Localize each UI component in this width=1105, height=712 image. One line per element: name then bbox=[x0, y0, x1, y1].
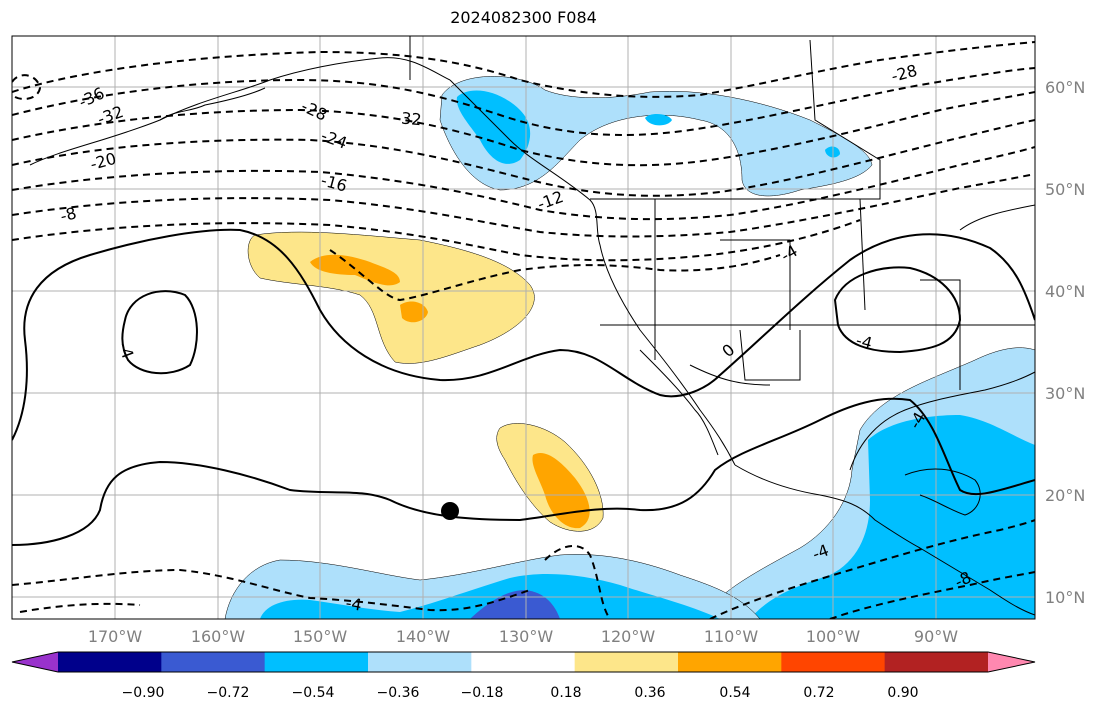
lon-label: 110°W bbox=[704, 627, 759, 646]
contour-label: -4 bbox=[114, 340, 137, 361]
colorbar-tick-label: 0.72 bbox=[803, 685, 834, 701]
lon-label: 170°W bbox=[88, 627, 143, 646]
lat-label: 10°N bbox=[1045, 588, 1085, 607]
contour-label: -8 bbox=[58, 203, 78, 225]
colorbar-tick-label: 0.54 bbox=[719, 685, 750, 701]
lat-label: 50°N bbox=[1045, 180, 1085, 199]
orange-region-south-pacific bbox=[532, 452, 590, 529]
contour-label: -8 bbox=[952, 568, 974, 592]
colorbar-tick-label: −0.90 bbox=[122, 685, 165, 701]
colorbar bbox=[11, 651, 1036, 673]
contour-label: -4 bbox=[344, 593, 363, 614]
colorbar-segment bbox=[574, 652, 679, 672]
contour-label: -4 bbox=[810, 540, 831, 563]
lat-label: 60°N bbox=[1045, 78, 1085, 97]
colorbar-labels: −0.90 −0.72 −0.54 −0.36 −0.18 0.18 0.36 … bbox=[122, 685, 919, 701]
contour-label: -12 bbox=[535, 187, 566, 214]
colorbar-segment bbox=[58, 652, 162, 672]
colorbar-outline bbox=[11, 651, 1036, 673]
colorbar-segment bbox=[781, 652, 886, 672]
lat-label: 40°N bbox=[1045, 282, 1085, 301]
contour-label: -32 bbox=[95, 102, 126, 129]
contour-label: -28 bbox=[298, 96, 330, 124]
colorbar-segment bbox=[264, 652, 369, 672]
contour-label: 0 bbox=[718, 340, 738, 361]
lat-label: 20°N bbox=[1045, 486, 1085, 505]
colorbar-tick-label: −0.54 bbox=[292, 685, 335, 701]
colorbar-tick-label: −0.36 bbox=[377, 685, 420, 701]
contour-label: -16 bbox=[319, 171, 349, 196]
map-frame bbox=[11, 35, 1036, 620]
lon-label: 120°W bbox=[601, 627, 656, 646]
lon-label: 100°W bbox=[806, 627, 861, 646]
contour-label: -4 bbox=[778, 241, 801, 265]
blue-region-canada-small bbox=[645, 114, 672, 126]
contour-label: -24 bbox=[319, 126, 350, 153]
colorbar-tick-label: 0.36 bbox=[634, 685, 665, 701]
map-title: 2024082300 F084 bbox=[450, 8, 597, 27]
contours bbox=[12, 41, 1035, 619]
contour-label: -20 bbox=[88, 149, 118, 174]
colorbar-tick-label: −0.72 bbox=[207, 685, 250, 701]
orange-region-north-pacific-a bbox=[310, 254, 400, 286]
colorbar-segment bbox=[884, 652, 989, 672]
light-blue-region-canada bbox=[439, 76, 873, 197]
blue-region-panhandle bbox=[456, 90, 531, 164]
lon-label: 160°W bbox=[191, 627, 246, 646]
lon-label: 150°W bbox=[293, 627, 348, 646]
colorbar-tick-label: −0.18 bbox=[461, 685, 504, 701]
lon-label: 130°W bbox=[499, 627, 554, 646]
colorbar-segment bbox=[678, 652, 782, 672]
coastlines bbox=[29, 36, 1035, 616]
contour-label: -28 bbox=[889, 61, 919, 86]
longitude-labels: 170°W 160°W 150°W 140°W 130°W 120°W 110°… bbox=[88, 627, 958, 646]
gridlines bbox=[12, 36, 1035, 619]
colorbar-segment bbox=[368, 652, 472, 672]
colorbar-tick-label: 0.90 bbox=[887, 685, 918, 701]
colorbar-extend-max bbox=[988, 652, 1035, 672]
storm-center-marker bbox=[441, 502, 459, 520]
shaded-fields bbox=[224, 76, 1035, 619]
colorbar-extend-min bbox=[12, 652, 58, 672]
orange-region-north-pacific-b bbox=[400, 301, 428, 323]
colorbar-segment bbox=[471, 652, 576, 672]
latitude-labels: 60°N 50°N 40°N 30°N 20°N 10°N bbox=[1045, 78, 1085, 607]
lat-label: 30°N bbox=[1045, 384, 1085, 403]
colorbar-tick-label: 0.18 bbox=[550, 685, 581, 701]
colorbar-segment bbox=[161, 652, 266, 672]
blue-region-gulf bbox=[750, 415, 1035, 619]
lon-label: 90°W bbox=[914, 627, 958, 646]
lon-label: 140°W bbox=[396, 627, 451, 646]
contour-label: -4 bbox=[854, 331, 874, 353]
contour-label: -32 bbox=[395, 108, 423, 129]
